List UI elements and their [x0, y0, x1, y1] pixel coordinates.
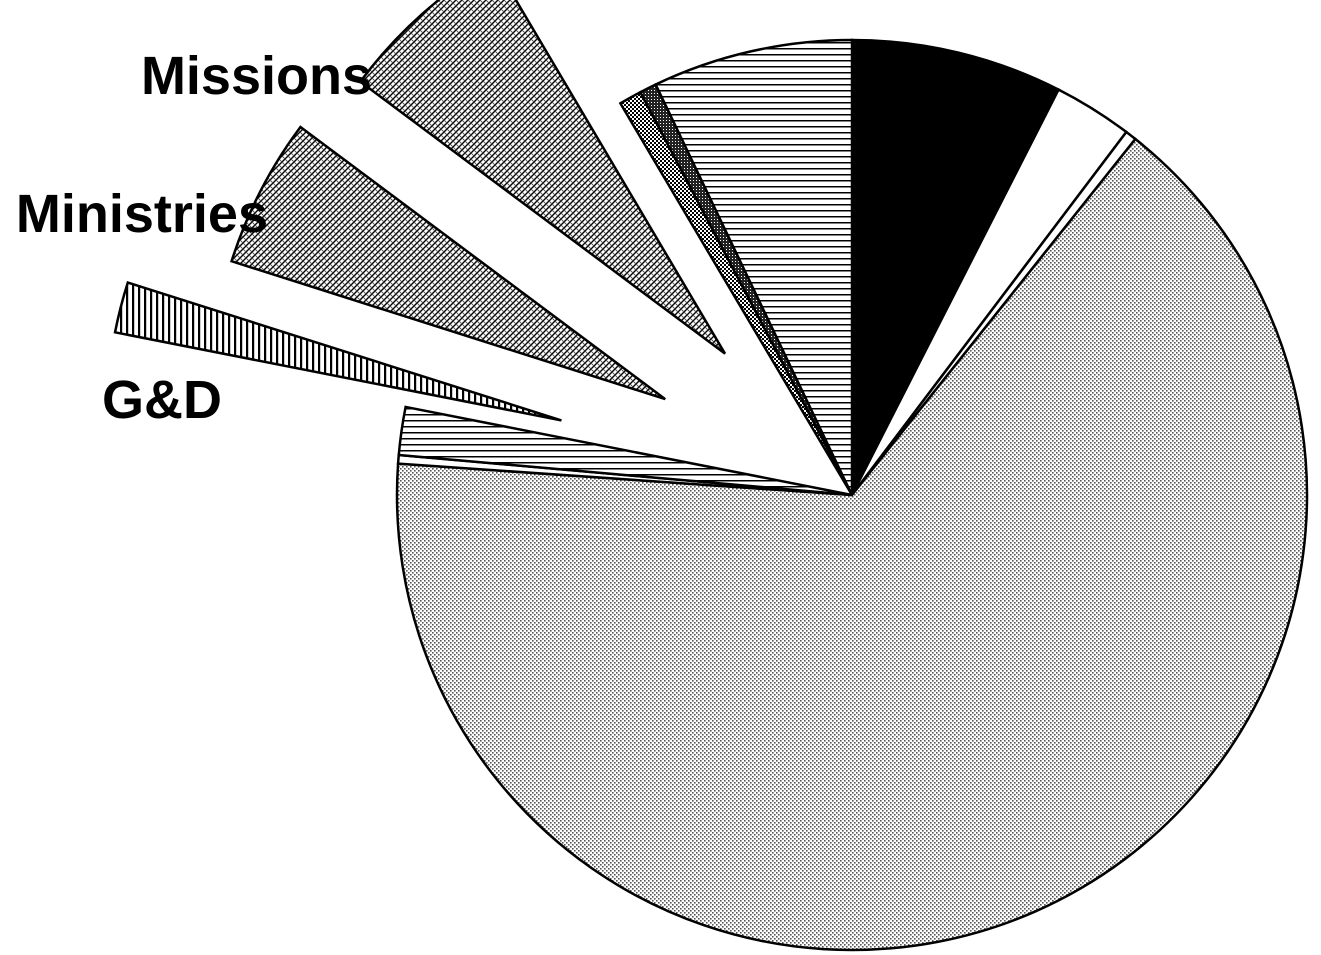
- pie-slice-slice-12: [654, 38, 854, 496]
- pie-slice-ministries: [230, 125, 666, 401]
- pie-slice-missions: [358, 0, 727, 355]
- pie-slice-slice-1: [850, 38, 1061, 496]
- slice-label-missions: Missions: [141, 46, 372, 106]
- slice-label-ministries: Ministries: [16, 184, 268, 244]
- pie-slice-slice-6: [397, 405, 853, 497]
- pie-slice-g-d: [113, 280, 562, 422]
- pie-slice-slice-4: [395, 137, 1309, 952]
- pie-slices: [113, 0, 1309, 952]
- pie-labels: G&D Ministries Missions: [16, 46, 372, 430]
- slice-label-g-d: G&D: [102, 370, 222, 430]
